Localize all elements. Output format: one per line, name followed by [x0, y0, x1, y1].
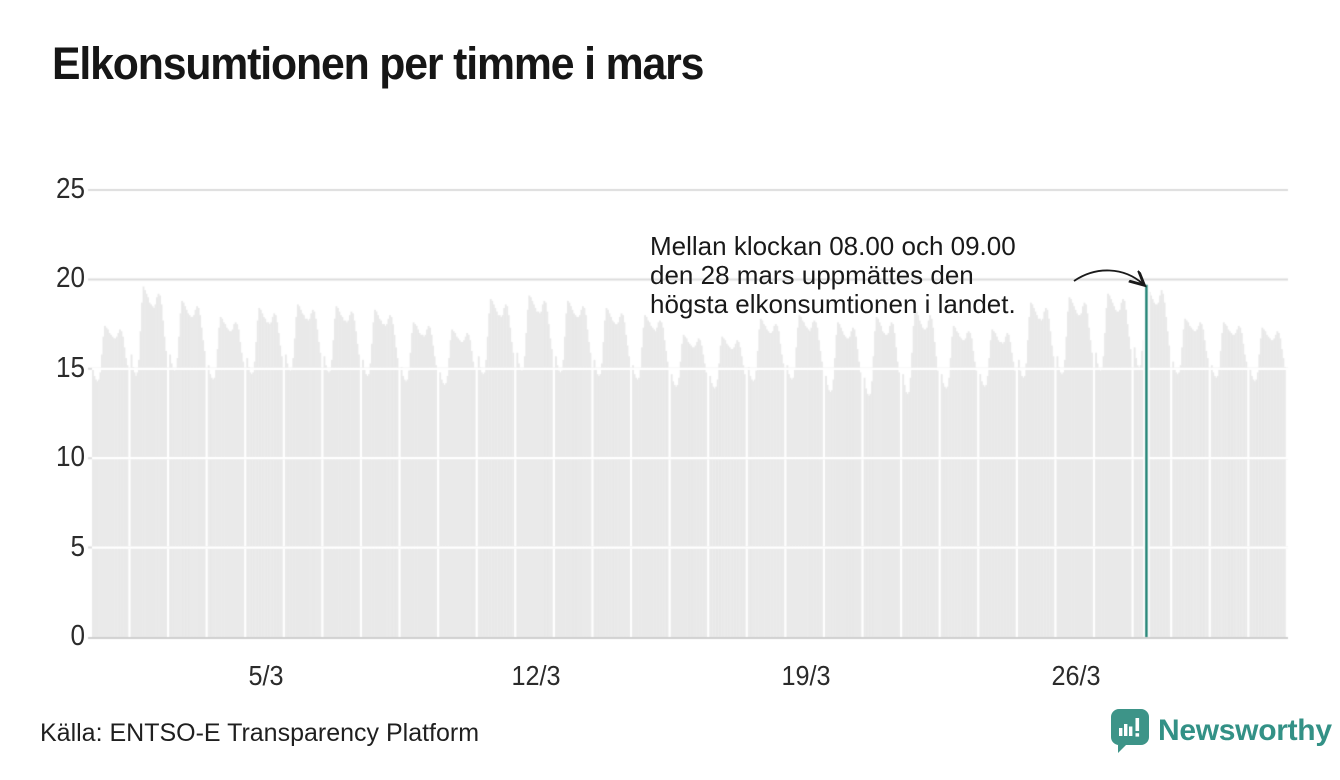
annotation-line: den 28 mars uppmättes den	[650, 260, 974, 290]
y-tick-label: 5	[70, 530, 85, 563]
x-tick-label: 26/3	[1051, 660, 1101, 691]
newsworthy-logo-icon	[1111, 709, 1149, 753]
x-tick-label: 5/3	[248, 660, 284, 691]
source-credit: Källa: ENTSO-E Transparency Platform	[40, 719, 480, 747]
y-tick-label: 25	[55, 173, 85, 205]
chart-title: Elkonsumtionen per timme i mars	[52, 38, 704, 89]
newsworthy-logo: Newsworthy	[1110, 708, 1332, 753]
annotation-line: Mellan klockan 08.00 och 09.00	[650, 231, 1016, 261]
y-tick-label: 15	[55, 351, 85, 384]
y-tick-label: 0	[70, 620, 85, 652]
x-tick-label: 19/3	[781, 660, 831, 691]
y-tick-label: 10	[55, 441, 85, 474]
newsworthy-logo-text: Newsworthy	[1158, 713, 1332, 747]
annotation-line: högsta elkonsumtionen i landet.	[650, 289, 1016, 319]
annotation: Mellan klockan 08.00 och 09.00 den 28 ma…	[650, 232, 1016, 319]
x-tick-label: 12/3	[511, 660, 561, 691]
y-tick-label: 20	[55, 262, 85, 295]
